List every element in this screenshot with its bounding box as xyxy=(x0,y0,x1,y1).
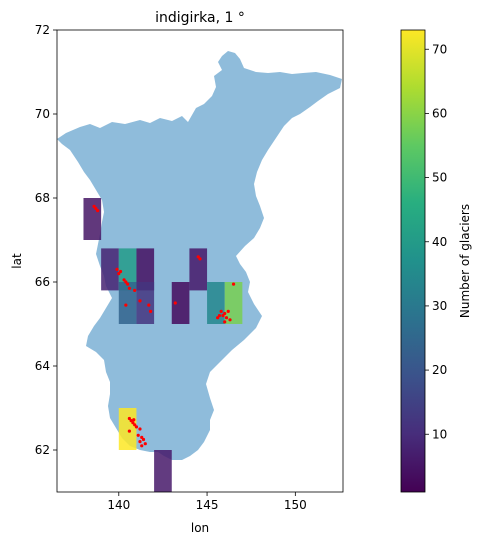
glacier-point-29 xyxy=(129,419,133,423)
grid-cell-4 xyxy=(189,248,208,291)
glacier-point-14 xyxy=(124,303,128,307)
grid-cell-1 xyxy=(101,248,119,291)
glacier-point-32 xyxy=(134,425,139,429)
glacier-point-28 xyxy=(127,416,131,421)
grid-cell-9 xyxy=(224,282,243,324)
grid-cell-10 xyxy=(118,408,137,450)
y-tick-label: 66 xyxy=(35,275,50,289)
x-axis-ticks: 140 145 150 xyxy=(107,492,307,512)
glacier-point-1 xyxy=(96,209,100,213)
glacier-point-34 xyxy=(136,433,140,437)
glacier-point-8 xyxy=(124,280,128,284)
y-axis-label: lat xyxy=(10,253,24,269)
colorbar-tick-label: 70 xyxy=(432,42,447,56)
y-tick-label: 62 xyxy=(35,443,50,457)
grid-cell-5 xyxy=(118,282,137,324)
grid-cell-0 xyxy=(83,198,102,240)
glacier-point-9 xyxy=(127,286,131,290)
colorbar-tick-label: 60 xyxy=(432,106,447,120)
plot-area xyxy=(57,51,342,492)
glacier-count-cells xyxy=(83,198,243,492)
x-tick-label: 140 xyxy=(107,498,130,512)
glacier-point-17 xyxy=(198,257,202,261)
glacier-point-4 xyxy=(118,269,123,274)
glacier-point-37 xyxy=(138,440,142,444)
colorbar: 10 20 30 40 50 60 70 Number of glaciers xyxy=(400,29,472,493)
glacier-point-20 xyxy=(223,311,227,316)
glacier-point-33 xyxy=(138,427,142,431)
grid-cell-11 xyxy=(154,450,172,492)
grid-cell-3 xyxy=(136,248,155,291)
grid-cell-8 xyxy=(207,282,225,324)
glacier-point-38 xyxy=(140,444,144,448)
y-tick-label: 68 xyxy=(35,191,50,205)
colorbar-ticks: 10 20 30 40 50 60 70 xyxy=(425,42,447,441)
grid-cell-6 xyxy=(136,282,155,324)
glacier-point-21 xyxy=(224,316,229,320)
glacier-point-12 xyxy=(147,303,151,307)
y-tick-label: 70 xyxy=(35,107,50,121)
grid-cell-7 xyxy=(171,282,190,324)
glacier-point-40 xyxy=(127,429,131,433)
glacier-point-15 xyxy=(173,301,177,305)
glacier-point-10 xyxy=(133,288,137,292)
colorbar-tick-label: 50 xyxy=(432,171,447,185)
glacier-point-13 xyxy=(148,309,153,313)
y-tick-label: 64 xyxy=(35,359,50,373)
colorbar-tick-label: 20 xyxy=(432,363,447,377)
y-tick-label: 72 xyxy=(35,23,50,37)
glacier-point-23 xyxy=(228,318,232,322)
colorbar-tick-label: 10 xyxy=(432,427,447,441)
glacier-point-31 xyxy=(133,423,137,427)
glacier-point-5 xyxy=(117,272,121,276)
glacier-points xyxy=(92,204,236,448)
colorbar-tick-label: 40 xyxy=(432,235,447,249)
glacier-point-35 xyxy=(140,435,144,439)
glacier-point-30 xyxy=(131,421,135,425)
glacier-point-24 xyxy=(217,314,222,318)
glacier-point-36 xyxy=(141,437,146,442)
glacier-point-27 xyxy=(231,282,236,286)
glacier-point-26 xyxy=(216,316,220,320)
glacier-point-3 xyxy=(115,267,119,271)
x-axis-label: lon xyxy=(191,521,209,535)
x-tick-label: 145 xyxy=(196,498,219,512)
colorbar-label: Number of glaciers xyxy=(458,204,472,318)
glacier-point-41 xyxy=(132,418,136,422)
plot-frame xyxy=(56,29,344,493)
glacier-point-2 xyxy=(92,204,96,208)
colorbar-tick-label: 30 xyxy=(432,299,447,313)
glacier-point-6 xyxy=(122,278,126,282)
glacier-point-18 xyxy=(219,309,223,313)
y-axis-ticks: 62 64 66 68 70 72 xyxy=(35,23,57,457)
glacier-point-25 xyxy=(223,320,227,324)
glacier-point-16 xyxy=(196,255,200,259)
glacier-point-19 xyxy=(221,314,225,318)
glacier-point-11 xyxy=(138,299,142,303)
glacier-point-0 xyxy=(94,206,98,211)
glacier-point-22 xyxy=(226,309,230,313)
chart-title: indigirka, 1 ° xyxy=(155,10,245,26)
glacier-point-7 xyxy=(126,282,130,286)
colorbar-gradient xyxy=(400,29,426,493)
x-tick-label: 150 xyxy=(284,498,307,512)
glacier-point-39 xyxy=(143,442,147,446)
